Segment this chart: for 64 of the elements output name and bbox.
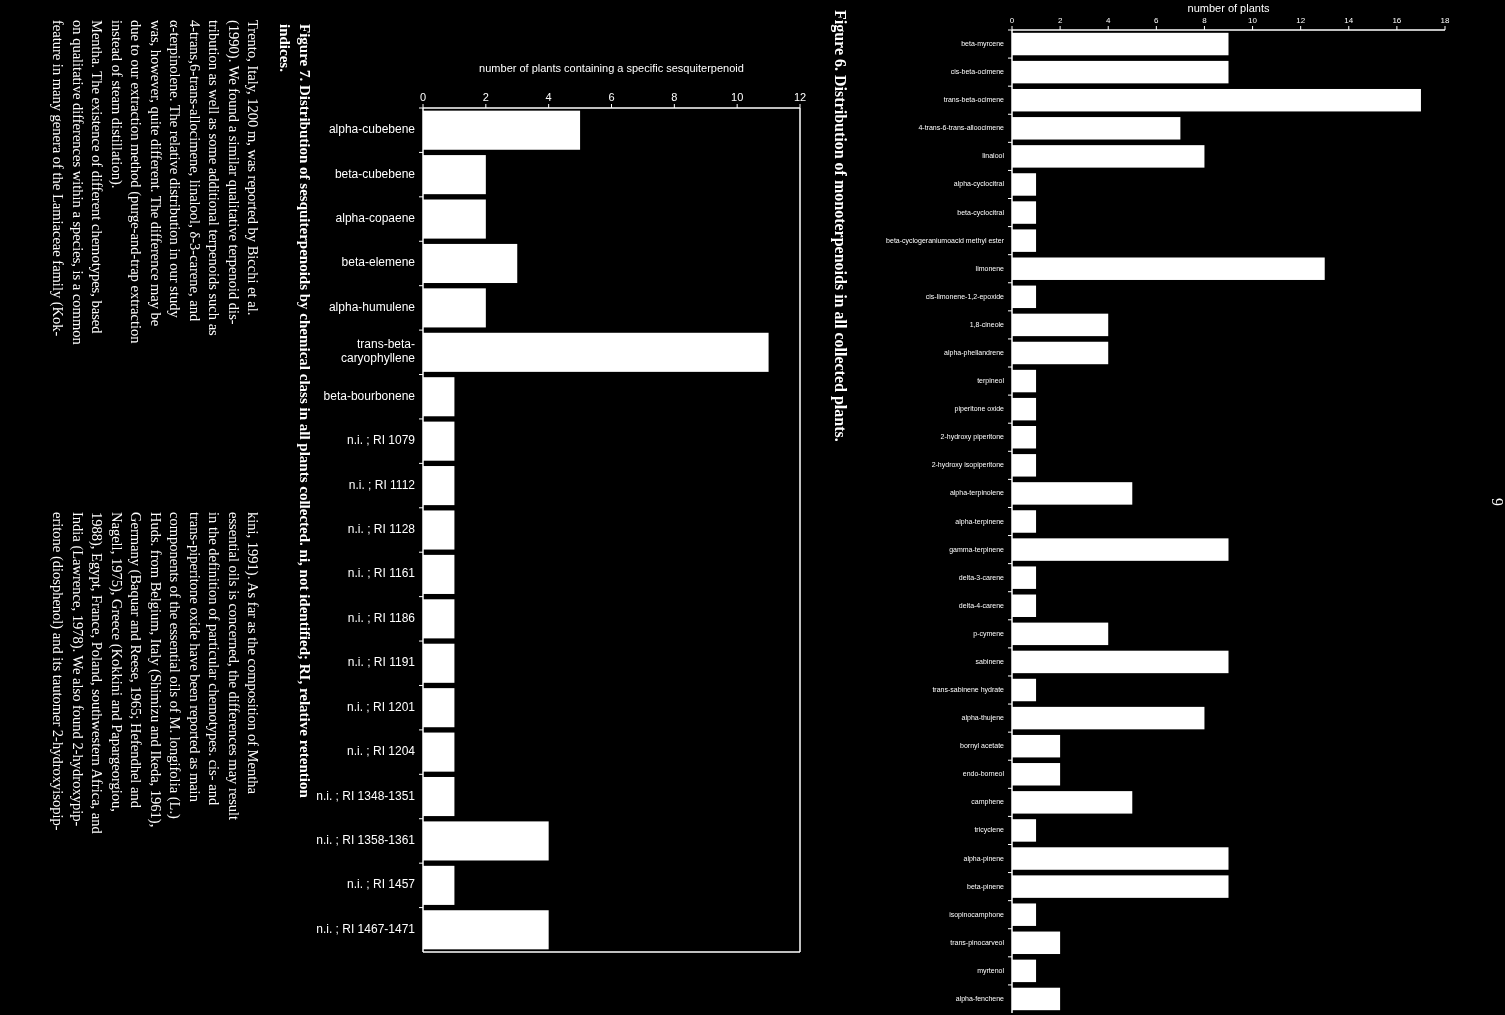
text: instead of steam distillation). [107,20,125,189]
x-tick-label: 4 [545,91,552,103]
text: India (Lawrence, 1978). We also found 2-hydroxypip- [68,512,86,827]
text: was, however, quite different. The difference may be [147,20,164,327]
x-tick-label: 2 [482,91,489,103]
y-tick-label: n.i. ; RI 1204 [346,744,416,759]
y-tick-label: beta-elemene [341,255,416,270]
text: tribution as well as some additional terpenoids such as [206,20,222,337]
x-tick-label: 12 [1296,16,1306,25]
y-tick-label: beta-bourbonene [323,388,416,403]
y-tick-label: n.i. ; RI 1467-1471 [316,921,416,936]
x-tick-label: 6 [1154,16,1160,25]
text: trans-piperitone oxide have been reported as main [186,512,203,803]
y-tick-label: n.i. ; RI 1191 [347,655,416,670]
text: kini, 1991). As far as the composition of Mentha [244,512,261,795]
x-axis-title: number of plants [1187,2,1270,14]
x-tick-label: 10 [731,91,744,103]
x-tick-label: 18 [1440,16,1450,25]
text: due to our extraction method (purge-and-trap extraction [127,20,144,345]
y-tick-label: alpha-copaene [335,211,416,226]
text: α-terpinolene. The relative distribution in our study [167,20,183,319]
y-tick-label: n.i. ; RI 1201 [346,699,416,714]
y-tick-label: n.i. ; RI 1358-1361 [316,833,416,848]
x-tick-label: 16 [1392,16,1402,25]
x-axis-title: number of plants containing a specific sesquiterpenoid [479,62,744,74]
y-tick-label: n.i. ; RI 1128 [347,522,416,537]
text: Mentha. The existence of different chemotypes, based [89,20,105,335]
y-tick-label: n.i. ; RI 1079 [346,433,416,448]
x-tick-label: 8 [671,91,678,103]
text: Nagell, 1975), Greece (Kokkini and Papargeorgiou, [107,512,125,812]
text: (1990). We found a similar qualitative terpenoid dis- [224,20,242,325]
text: eritone (diosphenol) and its tautomer 2-hydroxyisopip- [49,512,66,831]
caption: Figure 6. Distribution of monoterpenoids in all collected plants. [831,10,849,442]
text: 1988), Egypt, France, Poland, southwestern Africa, and [88,512,105,835]
y-tick-label: trans-beta-caryophyllene [340,337,416,366]
x-tick-label: 6 [608,91,615,103]
x-tick-label: 14 [1344,16,1354,25]
y-tick-label: beta-cubebene [334,166,416,181]
text: components of the essential oils of M. longifolia (L.) [166,512,183,820]
text: essential oils is concerned, the differences may result [225,512,242,821]
x-tick-label: 0 [1009,16,1015,25]
text: in the definition of particular chemotypes. cis- and [206,512,222,806]
text: feature in many genera of the Lamiaceae family (Kok- [49,20,66,337]
text: Germany (Baquar and Reese, 1965; Hefendhel and [127,512,144,809]
x-tick-label: 10 [1248,16,1258,25]
text: 9 [1489,498,1505,506]
y-tick-label: n.i. ; RI 1348-1351 [316,788,416,803]
text: indices. [277,24,293,73]
y-tick-label: alpha-humulene [328,300,416,315]
y-tick-label: n.i. ; RI 1186 [347,611,416,626]
text: on qualitative differences within a species, is a common [69,20,86,346]
y-tick-label: n.i. ; RI 1112 [348,477,416,492]
y-tick-label: n.i. ; RI 1161 [347,566,416,581]
x-tick-label: 8 [1202,16,1208,25]
text: 4-trans,6-trans-allocimene, linalool, δ-3-carene, and [186,20,203,322]
x-tick-label: 0 [419,91,427,103]
text: Huds. from Belgium, Italy (Shimizu and Ikeda, 1961), [146,512,164,828]
x-tick-label: 4 [1106,16,1111,25]
y-tick-label: n.i. ; RI 1457 [346,877,416,892]
y-tick-label: alpha-cubebene [328,122,416,137]
text: Trento, Italy, 1200 m, was reported by Bicchi et al. [245,20,261,316]
caption: Figure 7. Distribution of sesquiterpenoids by chemical class in all plants collected. ni, not identified; RI, relative retention [297,24,313,799]
x-tick-label: 2 [1057,16,1063,25]
x-tick-label: 12 [793,91,807,103]
